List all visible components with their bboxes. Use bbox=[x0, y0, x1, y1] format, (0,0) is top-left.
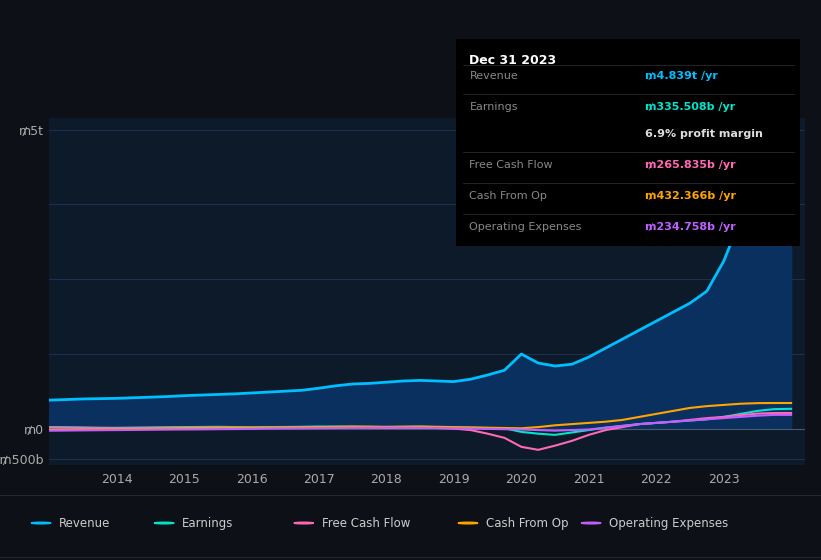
Circle shape bbox=[294, 522, 314, 524]
Text: Free Cash Flow: Free Cash Flow bbox=[470, 160, 553, 170]
Text: Revenue: Revenue bbox=[59, 516, 111, 530]
Text: ₥335.508b /yr: ₥335.508b /yr bbox=[645, 102, 736, 111]
Text: ₥265.835b /yr: ₥265.835b /yr bbox=[645, 160, 736, 170]
Circle shape bbox=[31, 522, 51, 524]
Text: Operating Expenses: Operating Expenses bbox=[470, 222, 582, 232]
Text: Earnings: Earnings bbox=[470, 102, 518, 111]
Text: Dec 31 2023: Dec 31 2023 bbox=[470, 54, 557, 67]
Circle shape bbox=[154, 522, 174, 524]
Text: Revenue: Revenue bbox=[470, 71, 518, 81]
Text: Earnings: Earnings bbox=[182, 516, 234, 530]
Text: Operating Expenses: Operating Expenses bbox=[609, 516, 728, 530]
Text: 6.9% profit margin: 6.9% profit margin bbox=[645, 129, 764, 139]
Text: ₥4.839t /yr: ₥4.839t /yr bbox=[645, 71, 718, 81]
Text: ₥432.366b /yr: ₥432.366b /yr bbox=[645, 191, 736, 201]
Text: Free Cash Flow: Free Cash Flow bbox=[322, 516, 410, 530]
Text: ₥234.758b /yr: ₥234.758b /yr bbox=[645, 222, 736, 232]
Circle shape bbox=[458, 522, 478, 524]
Text: Cash From Op: Cash From Op bbox=[470, 191, 548, 201]
Circle shape bbox=[581, 522, 601, 524]
Text: Cash From Op: Cash From Op bbox=[486, 516, 568, 530]
